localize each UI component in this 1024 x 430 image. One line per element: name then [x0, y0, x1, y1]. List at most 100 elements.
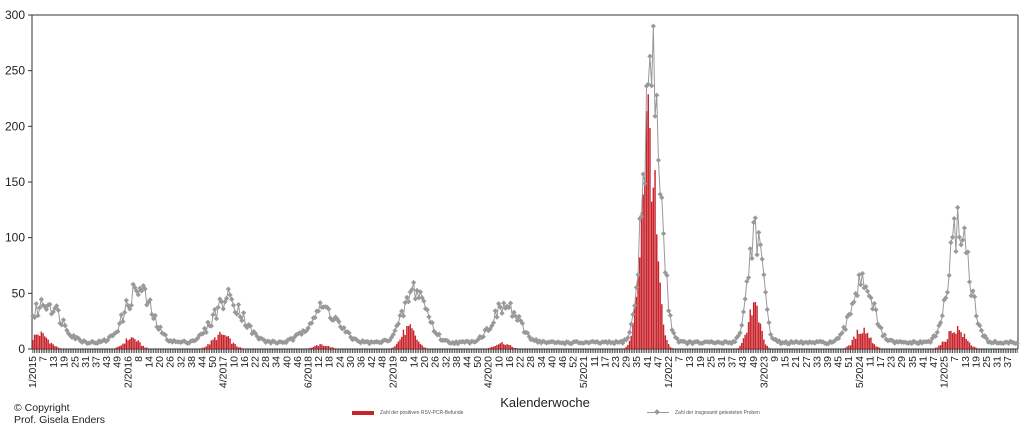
tested-point: [110, 333, 116, 339]
tested-point: [732, 339, 738, 345]
positive-bar: [635, 296, 638, 349]
positive-bar: [938, 345, 940, 349]
tested-point: [890, 338, 896, 344]
positive-bar: [955, 333, 957, 349]
tested-point: [728, 340, 735, 347]
tested-point: [752, 215, 758, 221]
tested-point: [541, 339, 548, 345]
positive-bar: [870, 337, 872, 349]
positive-bar: [936, 347, 938, 349]
tested-point: [652, 113, 658, 119]
positive-bar: [38, 335, 41, 349]
positive-bar: [404, 334, 406, 349]
tested-point: [234, 311, 240, 317]
positive-bar: [934, 347, 937, 349]
tested-point: [266, 338, 272, 345]
x-axis: 1/20157131925313743492/20168142026323844…: [27, 348, 1018, 388]
tested-point: [946, 272, 952, 279]
tested-point: [52, 305, 58, 311]
tested-point: [509, 313, 515, 319]
tested-point: [915, 341, 922, 347]
x-tick-label: 43: [737, 356, 749, 368]
tested-point: [135, 292, 141, 298]
x-tick-label: 36: [356, 356, 368, 368]
positive-bar: [956, 326, 959, 349]
tested-point: [820, 339, 826, 345]
positive-bar: [234, 344, 236, 349]
tested-point: [620, 340, 626, 346]
tested-point: [394, 323, 400, 329]
tested-point: [429, 320, 435, 326]
positive-bar: [742, 338, 745, 349]
positive-bar: [866, 332, 869, 349]
tested-point: [749, 255, 755, 261]
positive-bar: [401, 336, 403, 349]
positive-bar: [951, 333, 954, 349]
tested-point: [156, 326, 162, 332]
positive-bar: [137, 340, 139, 349]
tested-point: [754, 252, 760, 258]
x-tick-label: 33: [811, 356, 823, 368]
tested-point: [655, 157, 662, 163]
positive-bar: [208, 344, 211, 349]
x-tick-label: 35: [907, 356, 919, 368]
positive-bar: [671, 347, 673, 349]
copyright-line-2: Prof. Gisela Enders: [14, 414, 106, 426]
tested-point: [756, 229, 762, 236]
tested-point: [152, 312, 158, 319]
tested-point: [623, 337, 629, 343]
positive-bar: [659, 282, 661, 349]
tested-point: [416, 295, 422, 301]
positive-bar: [135, 341, 138, 349]
x-tick-label: 17: [599, 356, 611, 368]
tested-point: [48, 311, 55, 317]
positive-bar: [215, 340, 218, 349]
tested-point: [883, 336, 889, 343]
tested-point: [59, 322, 65, 328]
positive-bar: [487, 347, 490, 349]
x-tick-label: 19: [695, 356, 707, 368]
positive-bar: [625, 346, 627, 349]
tested-point: [358, 340, 364, 346]
positive-bar: [132, 337, 134, 349]
positive-bar: [57, 347, 60, 349]
tested-point: [142, 286, 148, 292]
tested-point: [694, 338, 701, 345]
positive-bar: [492, 346, 495, 349]
x-tick-label: 42: [366, 356, 378, 368]
tested-point: [939, 313, 945, 319]
x-tick-label: 23: [610, 356, 622, 368]
tested-point: [169, 339, 175, 345]
tested-point: [489, 323, 495, 329]
legend-tested-label: Zahl der insgesamt getesteten Proben: [675, 410, 760, 416]
positive-bar: [147, 348, 150, 349]
tested-point: [949, 234, 956, 240]
positive-bar: [754, 301, 757, 349]
positive-bar: [205, 346, 207, 349]
tested-point: [213, 316, 220, 322]
positive-bar: [49, 343, 51, 349]
tested-point: [870, 306, 876, 312]
x-tick-label: 24: [334, 356, 346, 368]
positive-bar: [514, 347, 517, 349]
x-tick-label: 27: [801, 356, 813, 368]
positive-bar: [873, 344, 876, 349]
tested-point: [424, 307, 430, 313]
positive-bar: [237, 347, 240, 349]
tested-point: [241, 310, 247, 316]
tested-point: [825, 341, 832, 347]
positive-bar: [851, 339, 853, 349]
positive-bar: [953, 332, 955, 349]
tested-point: [31, 314, 38, 321]
x-tick-label: 22: [249, 356, 261, 368]
x-tick-label: 38: [451, 356, 463, 368]
tested-point: [948, 239, 954, 246]
positive-bar: [878, 347, 881, 349]
tested-point: [497, 304, 503, 310]
tested-point: [1011, 340, 1017, 346]
positive-bar: [310, 347, 313, 349]
x-tick-label: 20: [419, 356, 431, 368]
tested-point: [683, 339, 689, 345]
x-tick-label: 7: [674, 356, 686, 362]
tested-point: [773, 336, 779, 342]
